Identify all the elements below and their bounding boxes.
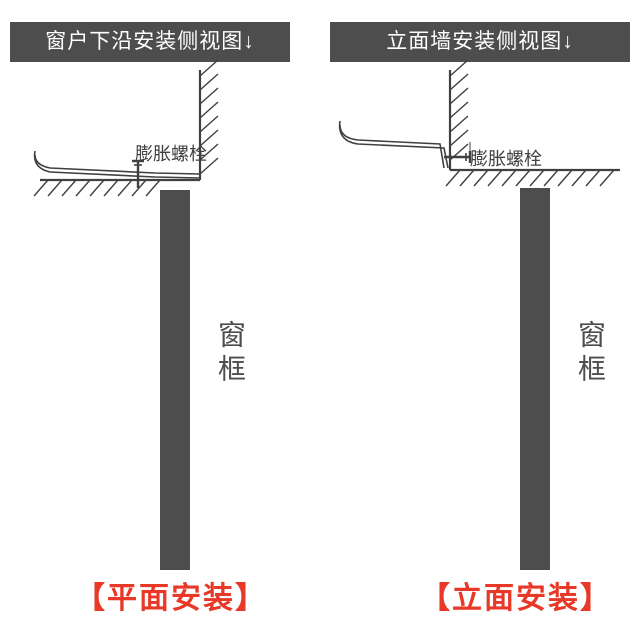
diagram-left [0,60,320,570]
diagram-stage: 窗户下沿安装侧视图↓ 立面墙安装侧视图↓ [0,0,640,640]
frame-label-right: 窗框 [570,320,610,388]
bottom-label-left: 【平面安装】 [75,573,267,617]
bottom-label-right: 【立面安装】 [420,573,612,617]
frame-label-left: 窗框 [210,320,250,388]
title-left: 窗户下沿安装侧视图↓ [10,22,290,62]
bolt-label-left: 膨胀螺栓 [135,140,207,166]
title-right: 立面墙安装侧视图↓ [330,22,630,62]
diagram-right [320,60,640,570]
bolt-label-right: 膨胀螺栓 [470,145,542,171]
